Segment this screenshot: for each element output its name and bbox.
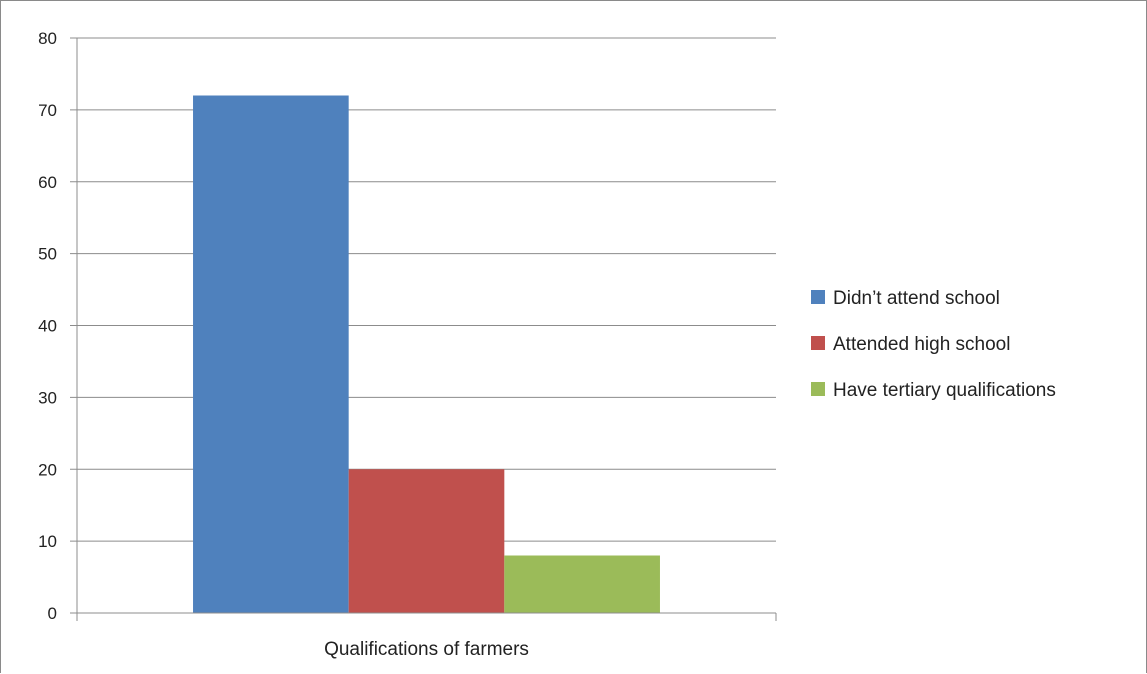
y-tick-label: 30 xyxy=(38,388,57,407)
legend-entry: Attended high school xyxy=(833,334,1010,355)
y-tick-label: 40 xyxy=(38,317,57,336)
legend-entry: Have tertiary qualifications xyxy=(833,380,1056,401)
legend-entry: Didn’t attend school xyxy=(833,288,1000,309)
y-tick-label: 10 xyxy=(38,532,57,551)
legend-swatch xyxy=(811,290,825,304)
legend: Didn’t attend school Attended high school… xyxy=(811,288,1056,401)
legend-swatch xyxy=(811,382,825,396)
y-tick-label: 20 xyxy=(38,460,57,479)
y-tick-label: 70 xyxy=(38,101,57,120)
legend-swatch xyxy=(811,336,825,350)
y-tick-labels: 0 10 20 30 40 50 60 70 80 xyxy=(38,29,57,623)
bar-0 xyxy=(193,95,349,613)
axes xyxy=(70,37,777,621)
bars xyxy=(193,95,660,613)
x-category-labels: Qualifications of farmers xyxy=(324,639,529,660)
x-category-label: Qualifications of farmers xyxy=(324,639,529,660)
y-tick-label: 50 xyxy=(38,245,57,264)
gridlines xyxy=(77,37,776,542)
bar-1 xyxy=(348,469,505,613)
y-tick-label: 0 xyxy=(48,604,57,623)
y-tick-label: 80 xyxy=(38,29,57,48)
y-tick-label: 60 xyxy=(38,173,57,192)
bar-2 xyxy=(504,555,660,613)
